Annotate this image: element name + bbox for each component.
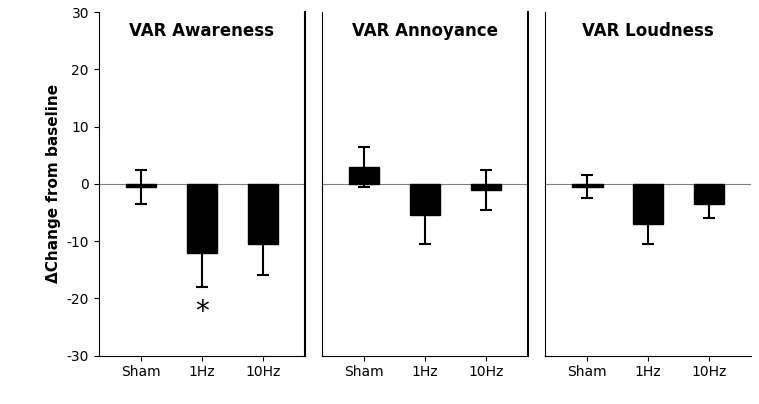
Bar	[410, 184, 440, 215]
Bar	[126, 184, 156, 187]
Y-axis label: ΔChange from baseline: ΔChange from baseline	[46, 84, 61, 283]
Text: *: *	[195, 298, 209, 326]
Bar	[471, 184, 501, 189]
Text: VAR Loudness: VAR Loudness	[582, 23, 714, 40]
Bar	[349, 167, 380, 184]
Bar	[572, 184, 603, 187]
Bar	[694, 184, 724, 204]
Bar	[247, 184, 278, 244]
Text: VAR Awareness: VAR Awareness	[130, 23, 275, 40]
Bar	[633, 184, 663, 224]
Text: VAR Annoyance: VAR Annoyance	[352, 23, 498, 40]
Bar	[187, 184, 217, 252]
